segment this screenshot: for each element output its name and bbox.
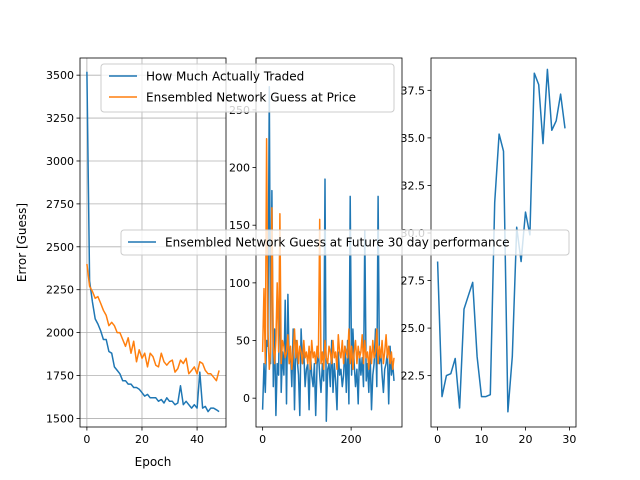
y-tick-label: 100 xyxy=(229,277,250,290)
y-tick-label: 22.5 xyxy=(401,370,426,383)
y-tick-label: 32.5 xyxy=(401,179,426,192)
x-axis-label: Epoch xyxy=(135,455,172,469)
y-tick-label: 200 xyxy=(229,162,250,175)
panel2-lines xyxy=(261,86,395,422)
legend-top: How Much Actually Traded Ensembled Netwo… xyxy=(100,63,395,113)
x-tick-label: 0 xyxy=(259,433,266,446)
y-tick-label: 3500 xyxy=(46,69,74,82)
x-tick-label: 10 xyxy=(475,433,489,446)
y-tick-label: 150 xyxy=(229,219,250,232)
legend-middle: Ensembled Network Guess at Future 30 day… xyxy=(120,229,570,256)
y-tick-label: 0 xyxy=(243,392,250,405)
y-tick-label: 2500 xyxy=(46,241,74,254)
y-tick-label: 27.5 xyxy=(401,275,426,288)
x-tick-label: 0 xyxy=(83,433,90,446)
panel3-x-ticks: 0 10 20 30 xyxy=(434,427,576,446)
panel1-lines xyxy=(86,71,220,413)
x-tick-label: 20 xyxy=(518,433,532,446)
legend-label-price: Ensembled Network Guess at Price xyxy=(146,91,356,105)
legend-top-box xyxy=(100,63,395,113)
y-tick-label: 50 xyxy=(236,335,250,348)
x-tick-label: 40 xyxy=(190,433,204,446)
panel3-lines xyxy=(436,68,566,413)
y-tick-label: 25.0 xyxy=(401,322,426,335)
legend-label-traded: How Much Actually Traded xyxy=(146,70,304,84)
y-tick-label: 37.5 xyxy=(401,84,426,97)
series-line-panel2-1 xyxy=(261,137,395,371)
panel2-x-ticks: 0 200 xyxy=(259,427,362,446)
x-tick-label: 30 xyxy=(562,433,576,446)
x-tick-label: 20 xyxy=(135,433,149,446)
y-tick-label: 3000 xyxy=(46,155,74,168)
y-tick-label: 2250 xyxy=(46,284,74,297)
series-line-ensembled-network-guess-at-price xyxy=(86,263,220,382)
series-line-how-much-actually-traded xyxy=(86,71,220,413)
series-line-panel3-0 xyxy=(436,68,566,413)
y-tick-label: 3250 xyxy=(46,112,74,125)
panel1-x-ticks: 0 20 40 xyxy=(83,427,204,446)
y-tick-label: 2750 xyxy=(46,198,74,211)
x-tick-label: 0 xyxy=(434,433,441,446)
series-line-panel2-0 xyxy=(261,86,395,422)
x-tick-label: 200 xyxy=(341,433,362,446)
legend-label-future: Ensembled Network Guess at Future 30 day… xyxy=(165,236,510,250)
y-tick-label: 2000 xyxy=(46,327,74,340)
y-tick-label: 1500 xyxy=(46,412,74,425)
y-tick-label: 1750 xyxy=(46,370,74,383)
y-tick-label: 35.0 xyxy=(401,132,426,145)
y-axis-label: Error [Guess] xyxy=(15,203,29,282)
legend-middle-box xyxy=(120,229,570,256)
panel1-y-ticks: 1500 1750 2000 2250 2500 2750 3000 3250 3500 xyxy=(46,69,80,425)
